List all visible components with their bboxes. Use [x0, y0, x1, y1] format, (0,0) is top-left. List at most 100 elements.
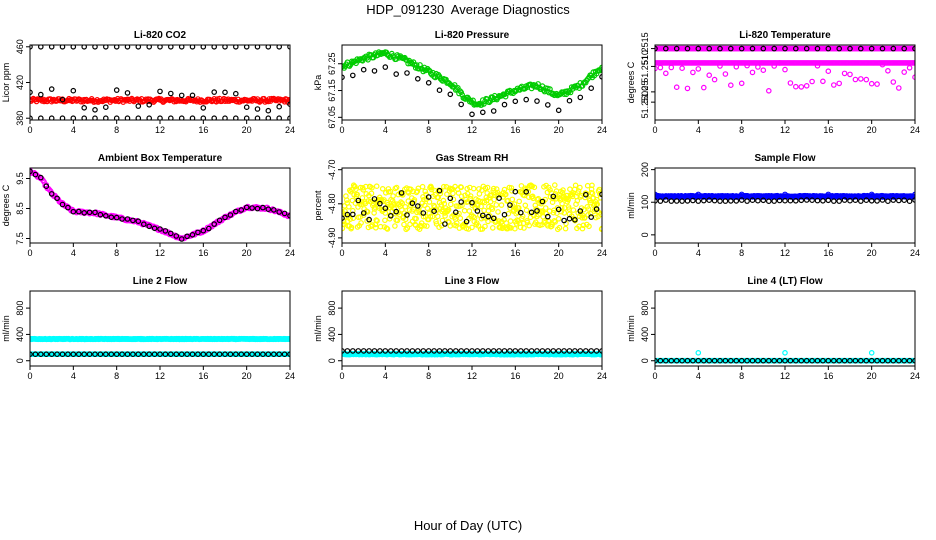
data-point [662, 357, 669, 364]
data-point [103, 115, 109, 120]
data-point [857, 76, 864, 82]
data-point [717, 63, 723, 69]
data-point [270, 351, 277, 358]
data-point [168, 230, 174, 237]
data-point [459, 202, 465, 209]
data-point [343, 197, 350, 203]
data-point [355, 348, 362, 354]
data-point [227, 212, 234, 218]
data-point [458, 193, 465, 200]
data-point [113, 214, 120, 221]
data-point [157, 351, 163, 358]
data-point [485, 348, 492, 354]
data-point [103, 97, 109, 104]
data-point [503, 220, 510, 226]
data-point [486, 99, 493, 106]
y-axis-label: kPa [313, 75, 323, 91]
data-point [814, 357, 821, 364]
data-point [200, 351, 207, 358]
data-point [657, 198, 664, 204]
data-point [523, 189, 530, 195]
data-point [344, 211, 351, 218]
data-point [189, 92, 196, 99]
data-point [565, 197, 572, 203]
data-point [418, 223, 425, 230]
data-point [814, 63, 821, 69]
data-point [358, 220, 364, 226]
data-point [836, 357, 843, 364]
data-point [398, 190, 405, 196]
data-point [402, 204, 409, 210]
y-axis-label: Licor ppm [1, 63, 11, 103]
data-point [517, 348, 524, 354]
x-tick-label: 0 [652, 248, 657, 258]
data-point [771, 357, 778, 364]
data-point [727, 357, 734, 364]
data-point [507, 348, 513, 354]
data-points [655, 349, 915, 364]
y-tick-label: 460 [15, 39, 25, 54]
series-temp-scatter [655, 60, 915, 94]
data-point [265, 115, 272, 120]
data-point [37, 351, 44, 358]
data-point [782, 191, 788, 198]
x-tick-label: 12 [780, 125, 790, 135]
data-point [59, 201, 66, 208]
data-point [404, 57, 410, 64]
x-tick-label: 8 [739, 248, 744, 258]
x-tick-label: 12 [780, 248, 790, 258]
data-point [476, 191, 483, 197]
data-point [393, 184, 400, 191]
data-point [560, 187, 566, 193]
data-point [501, 186, 508, 193]
x-tick-label: 12 [155, 125, 165, 135]
data-point [382, 348, 389, 354]
y-tick-label: 67.25 [327, 52, 337, 75]
data-point [43, 351, 50, 358]
data-point [523, 348, 530, 354]
y-tick-label: 67.15 [327, 79, 337, 102]
data-point [243, 204, 250, 211]
data-point [700, 357, 707, 364]
data-point [852, 76, 859, 83]
data-point [349, 348, 356, 354]
data-point [509, 196, 516, 203]
x-tick-label: 0 [27, 248, 32, 258]
data-points [30, 335, 290, 358]
data-point [489, 225, 496, 231]
data-point [211, 89, 218, 95]
data-point [178, 45, 185, 50]
x-tick-label: 20 [554, 248, 564, 258]
data-point [534, 98, 540, 104]
data-point [76, 351, 82, 358]
data-point [461, 207, 468, 214]
data-point [733, 198, 740, 204]
data-point [501, 348, 508, 354]
data-point [782, 349, 788, 356]
x-tick-label: 8 [426, 371, 431, 381]
data-point [243, 45, 250, 50]
data-point [437, 190, 444, 197]
data-point [281, 210, 288, 217]
data-point [598, 211, 602, 218]
data-point [830, 198, 837, 204]
x-tick-label: 4 [696, 248, 701, 258]
data-point [344, 348, 351, 354]
data-point [561, 217, 567, 224]
data-point [366, 348, 372, 354]
data-point [366, 216, 372, 223]
data-point [348, 224, 355, 231]
data-point [382, 190, 389, 196]
data-point [498, 202, 505, 208]
data-point [222, 115, 228, 120]
data-point [555, 216, 562, 222]
data-point [803, 83, 810, 89]
data-point [906, 198, 913, 205]
data-points [342, 49, 602, 118]
data-point [684, 198, 691, 204]
data-point [482, 223, 488, 230]
data-point [792, 45, 799, 52]
data-point [243, 351, 250, 358]
data-point [792, 198, 799, 204]
